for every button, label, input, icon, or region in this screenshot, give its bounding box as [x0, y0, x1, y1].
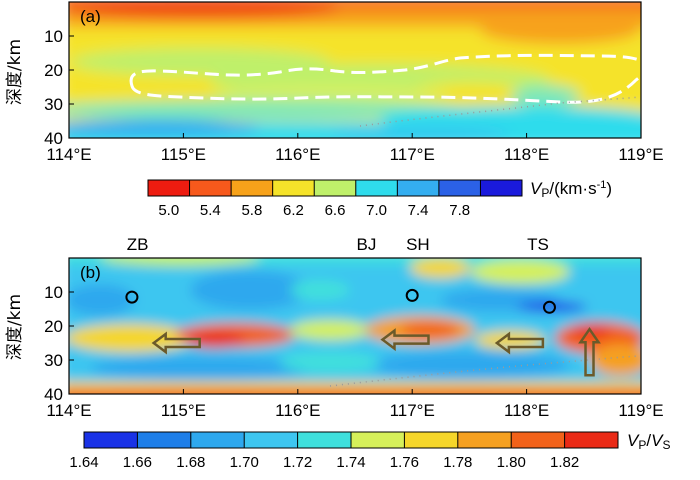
station-label-sh: SH	[406, 235, 430, 254]
y-tick-label: 40	[44, 129, 63, 148]
seismicity-circle	[405, 288, 419, 302]
x-tick-label: 119°E	[618, 401, 663, 420]
colorbar-swatch	[397, 180, 440, 196]
seismicity-circles	[125, 288, 556, 314]
panel-a-x-axis: 114°E 115°E 116°E 117°E 118°E 119°E	[46, 133, 664, 164]
station-label-bj: BJ	[357, 235, 377, 254]
y-tick-label: 30	[44, 351, 63, 370]
colorbar-swatch	[511, 432, 566, 448]
y-tick-label: 20	[44, 317, 63, 336]
flow-arrow-left	[380, 328, 430, 352]
colorbar-a-ticks: 5.0 5.4 5.8 6.2 6.6 7.0 7.4 7.8	[158, 202, 470, 219]
x-tick-label: 116°E	[275, 145, 320, 164]
y-tick-label: 10	[44, 27, 63, 46]
colorbar-tick-label: 1.80	[497, 454, 526, 471]
colorbar-tick-label: 5.4	[200, 202, 221, 219]
colorbar-tick-label: 7.4	[408, 202, 429, 219]
colorbar-swatch	[480, 180, 523, 196]
colorbar-a-frame	[147, 179, 523, 197]
panel-a-y-axis-label: 深度/km	[5, 39, 25, 105]
colorbar-swatch	[231, 180, 274, 196]
station-label-zb: ZB	[127, 235, 149, 254]
x-tick-label: 117°E	[390, 401, 435, 420]
panel-b-y-axis-label: 深度/km	[5, 294, 25, 360]
colorbar-b-frame	[83, 431, 619, 449]
colorbar-b-label: VP/VS	[627, 431, 670, 452]
colorbar-b-ticks: 1.64 1.66 1.68 1.70 1.72 1.74 1.76 1.78 1.80 1.82	[69, 454, 579, 471]
colorbar-swatch	[314, 180, 357, 196]
colorbar-tick-label: 5.0	[158, 202, 179, 219]
colorbar-swatch	[438, 180, 481, 196]
x-tick-label: 114°E	[46, 145, 91, 164]
panel-b-label: (b)	[80, 263, 101, 282]
colorbar-tick-label: 1.78	[443, 454, 472, 471]
y-tick-label: 10	[44, 283, 63, 302]
colorbar-b-swatches	[84, 432, 619, 448]
vp-velocity-field	[69, 2, 641, 138]
colorbar-swatch	[404, 432, 459, 448]
colorbar-swatch	[84, 432, 138, 448]
flow-arrows	[151, 327, 601, 377]
colorbar-tick-label: 6.2	[283, 202, 304, 219]
x-tick-label: 114°E	[46, 401, 91, 420]
colorbar-swatch	[457, 432, 512, 448]
colorbar-a-label: VP/(km·s-1)	[530, 179, 612, 200]
panel-b-y-axis: 10 20 30 40	[44, 283, 74, 404]
colorbar-tick-label: 1.76	[390, 454, 419, 471]
colorbar-a: 5.0 5.4 5.8 6.2 6.6 7.0 7.4 7.8 VP/(km·s-1)	[147, 179, 612, 219]
colorbar-tick-label: 6.6	[325, 202, 346, 219]
colorbar-swatch	[355, 180, 398, 196]
colorbar-swatch	[137, 432, 192, 448]
seismicity-circle	[125, 290, 139, 304]
y-tick-label: 20	[44, 61, 63, 80]
colorbar-swatch	[297, 432, 352, 448]
panel-a-y-axis: 10 20 30 40	[44, 27, 74, 148]
station-labels: ZB BJ SH TS	[127, 235, 549, 254]
y-tick-label: 40	[44, 385, 63, 404]
colorbar-tick-label: 1.64	[69, 454, 98, 471]
colorbar-swatch	[351, 432, 405, 448]
x-tick-label: 118°E	[504, 145, 549, 164]
station-label-ts: TS	[527, 235, 549, 254]
x-tick-label: 119°E	[618, 145, 663, 164]
colorbar-tick-label: 1.66	[123, 454, 152, 471]
colorbar-swatch	[272, 180, 315, 196]
vpvs-field	[69, 258, 641, 394]
x-tick-label: 115°E	[161, 145, 206, 164]
colorbar-swatch	[190, 432, 245, 448]
colorbar-tick-label: 7.8	[449, 202, 470, 219]
flow-arrow-left	[494, 331, 545, 355]
colorbar-tick-label: 7.0	[366, 202, 387, 219]
colorbar-tick-label: 1.68	[176, 454, 205, 471]
colorbar-swatch	[148, 180, 191, 196]
x-tick-label: 115°E	[161, 401, 206, 420]
colorbar-tick-label: 1.70	[230, 454, 259, 471]
flow-arrow-up	[578, 327, 601, 377]
panel-a-label: (a)	[80, 7, 101, 26]
colorbar-swatch	[564, 432, 619, 448]
colorbar-tick-label: 1.72	[283, 454, 312, 471]
colorbar-tick-label: 1.82	[550, 454, 579, 471]
colorbar-tick-label: 1.74	[336, 454, 365, 471]
x-tick-label: 116°E	[275, 401, 320, 420]
colorbar-a-swatches	[148, 180, 523, 196]
anomaly-outline	[129, 53, 648, 104]
flow-arrow-left	[151, 331, 201, 355]
x-tick-label: 117°E	[390, 145, 435, 164]
y-tick-label: 30	[44, 95, 63, 114]
colorbar-swatch	[244, 432, 299, 448]
x-tick-label: 118°E	[504, 401, 549, 420]
panel-b-x-axis: 114°E 115°E 116°E 117°E 118°E 119°E	[46, 389, 664, 420]
colorbar-tick-label: 5.8	[241, 202, 262, 219]
seismicity-circle	[542, 300, 556, 314]
colorbar-b: 1.64 1.66 1.68 1.70 1.72 1.74 1.76 1.78 1.80 1.82…	[69, 431, 670, 471]
colorbar-swatch	[189, 180, 232, 196]
